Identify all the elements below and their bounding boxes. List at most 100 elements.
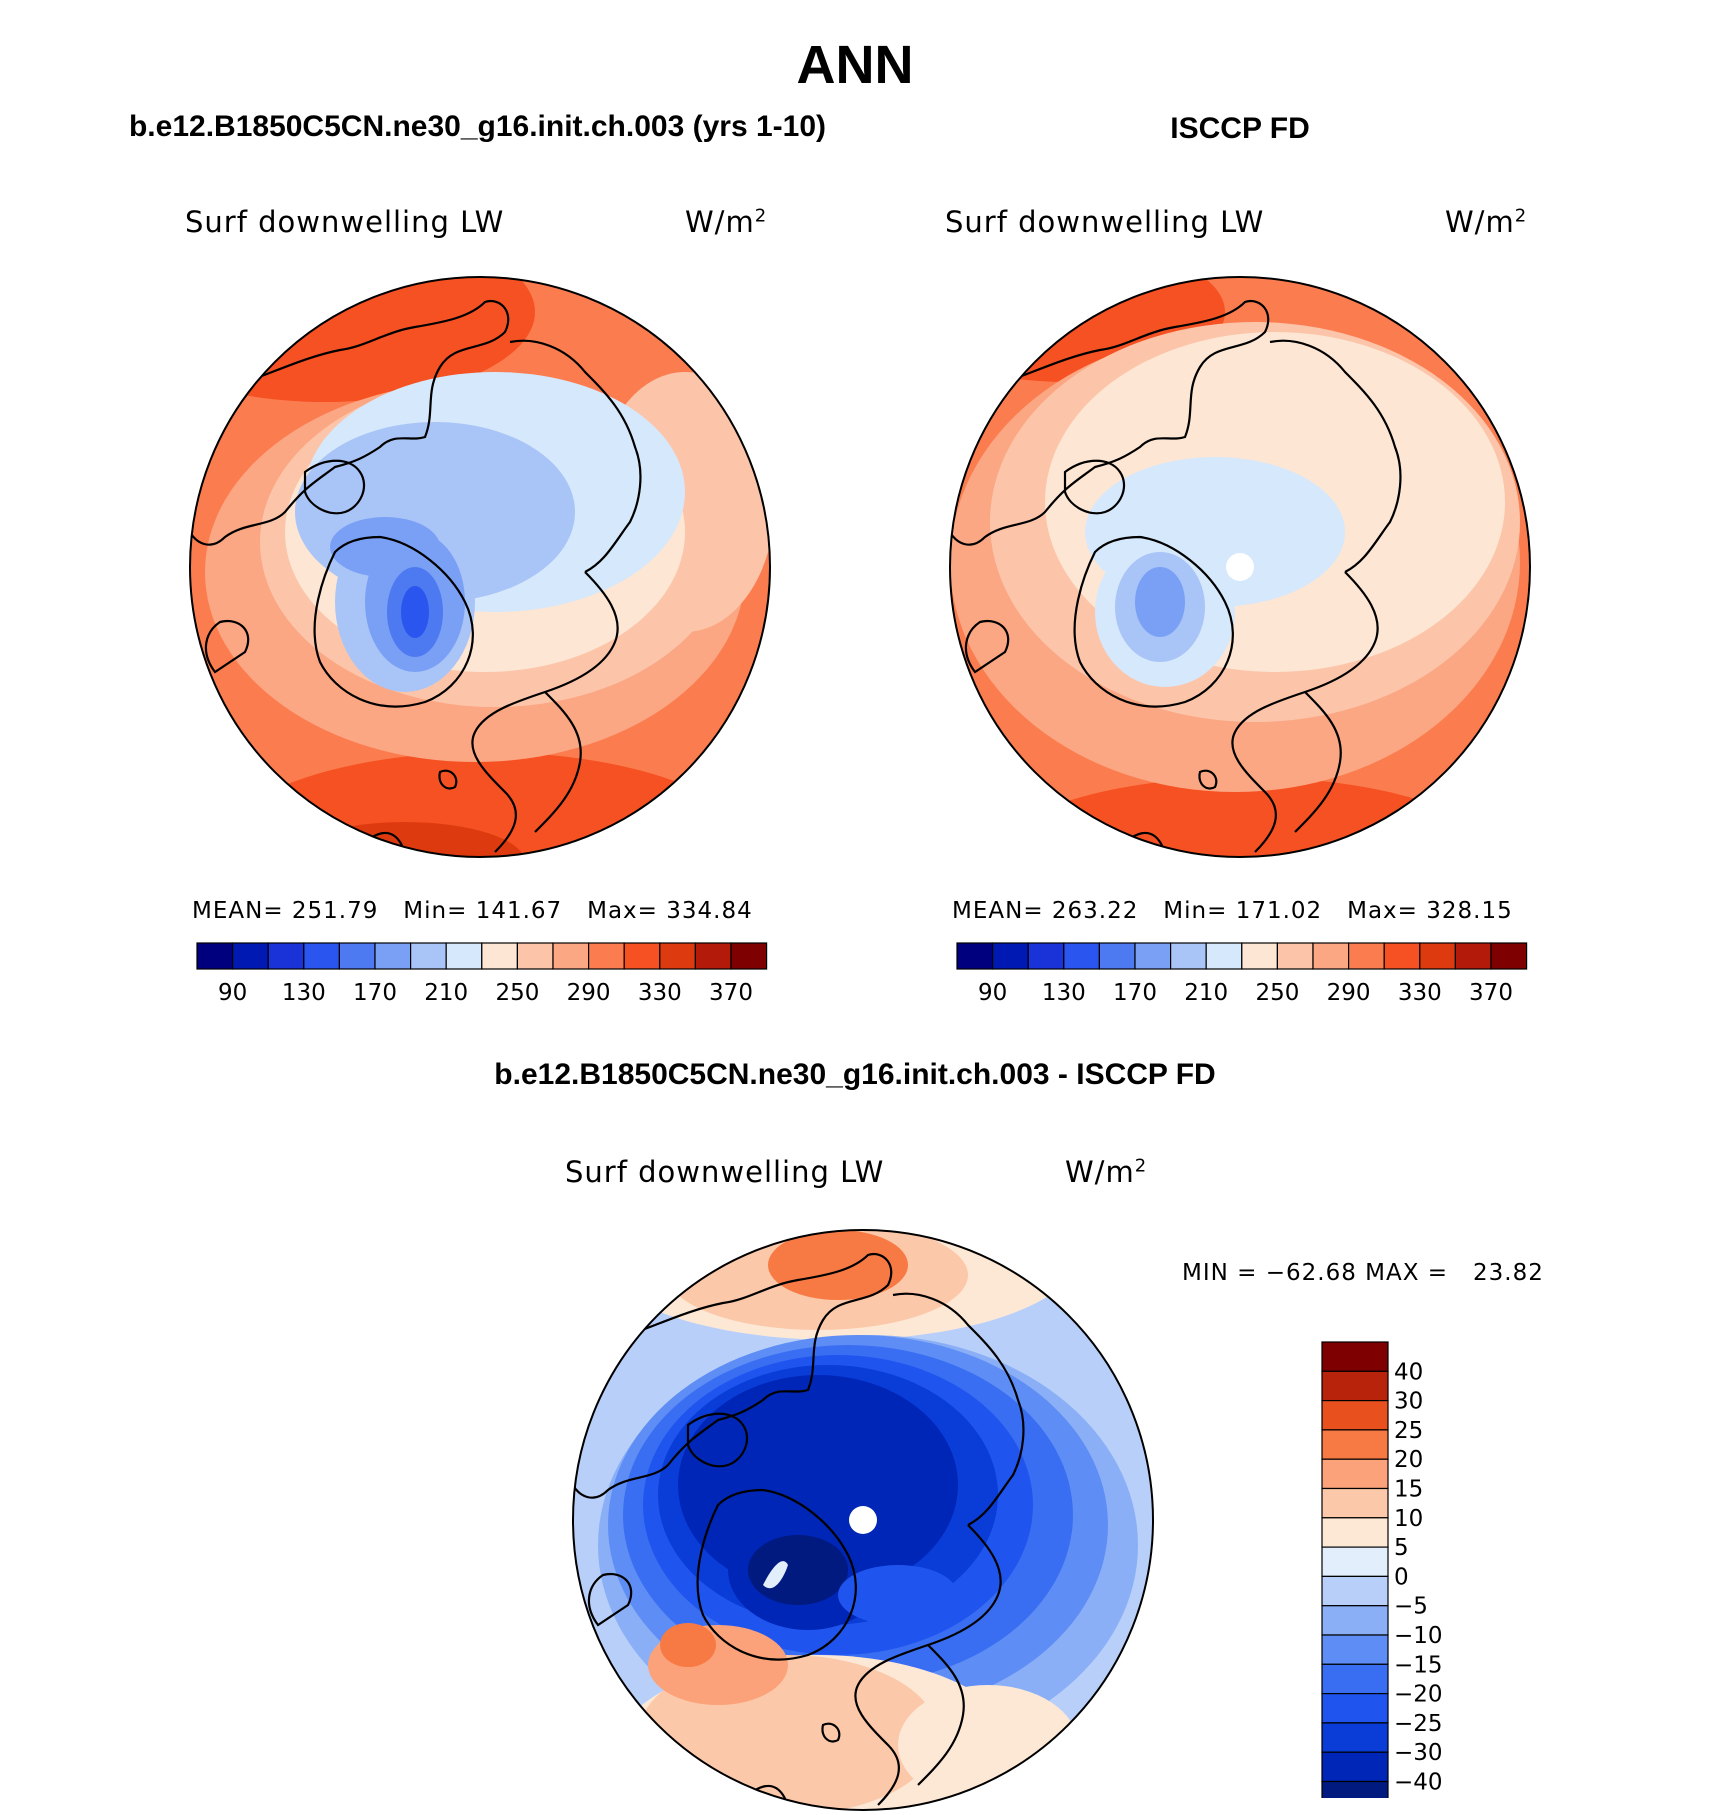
colorbar-2-label: 210 bbox=[1184, 980, 1228, 1006]
colorbar-3-box bbox=[1321, 1487, 1389, 1519]
colorbar-2-box bbox=[1170, 942, 1207, 970]
colorbar-1-boxes bbox=[196, 942, 768, 970]
panel-2-stats: MEAN= 263.22 Min= 171.02 Max= 328.15 bbox=[952, 898, 1513, 924]
colorbar-1-label: 250 bbox=[495, 980, 539, 1006]
colorbar-2-box bbox=[1205, 942, 1243, 970]
colorbar-2-label: 250 bbox=[1255, 980, 1299, 1006]
colorbar-3-label: 25 bbox=[1394, 1418, 1423, 1444]
colorbar-2-box bbox=[1490, 942, 1528, 970]
panel-3-units: W/m2 bbox=[1065, 1155, 1148, 1189]
colorbar-3-label: −5 bbox=[1394, 1594, 1428, 1620]
colorbar-3-box bbox=[1321, 1517, 1389, 1548]
colorbar-1-box bbox=[231, 942, 269, 970]
map-2-field bbox=[950, 277, 1530, 857]
colorbar-1-label: 210 bbox=[424, 980, 468, 1006]
colorbar-3-label: −15 bbox=[1394, 1652, 1443, 1678]
colorbar-1-box bbox=[730, 942, 768, 970]
colorbar-2-box bbox=[1312, 942, 1350, 970]
colorbar-3-box bbox=[1321, 1370, 1389, 1402]
colorbar-1-box bbox=[374, 942, 412, 970]
colorbar-3-label: 15 bbox=[1394, 1477, 1423, 1503]
colorbar-1-box bbox=[516, 942, 554, 970]
map-panel-3 bbox=[572, 1229, 1154, 1811]
colorbar-2-label: 370 bbox=[1469, 980, 1513, 1006]
colorbar-3-box bbox=[1321, 1634, 1389, 1665]
colorbar-1-box bbox=[694, 942, 732, 970]
colorbar-3-box bbox=[1321, 1399, 1389, 1431]
colorbar-2-box bbox=[1098, 942, 1136, 970]
map-3-coastlines bbox=[573, 1252, 1025, 1810]
figure-title: ANN bbox=[796, 35, 914, 95]
colorbar-3-boxes bbox=[1321, 1341, 1389, 1798]
colorbar-3-label: −10 bbox=[1394, 1623, 1443, 1649]
colorbar-3-label: 5 bbox=[1394, 1535, 1409, 1561]
colorbar-1-box bbox=[552, 942, 590, 970]
colorbar-2-label: 330 bbox=[1398, 980, 1442, 1006]
map-2-coastlines bbox=[950, 299, 1402, 857]
colorbar-1-box bbox=[267, 942, 305, 970]
panel-1-stats: MEAN= 251.79 Min= 141.67 Max= 334.84 bbox=[192, 898, 753, 924]
colorbar-3-label: 10 bbox=[1394, 1506, 1423, 1532]
colorbar-3-box bbox=[1321, 1663, 1389, 1695]
panel-2-units: W/m2 bbox=[1445, 205, 1528, 239]
colorbar-1-box bbox=[481, 942, 518, 970]
colorbar-2-box bbox=[991, 942, 1029, 970]
colorbar-panel-1: 90 130 170 210 250 290 330 370 bbox=[196, 942, 768, 1006]
panel-3-variable: Surf downwelling LW bbox=[565, 1155, 885, 1189]
colorbar-3-label: −25 bbox=[1394, 1711, 1443, 1737]
map-panel-2 bbox=[949, 276, 1531, 858]
colorbar-1-box bbox=[410, 942, 447, 970]
colorbar-2-box bbox=[1134, 942, 1172, 970]
colorbar-3-label: 40 bbox=[1394, 1359, 1423, 1385]
colorbar-1-box bbox=[659, 942, 696, 970]
colorbar-1-box bbox=[338, 942, 376, 970]
colorbar-3-box bbox=[1321, 1780, 1389, 1798]
colorbar-1-labels: 90 130 170 210 250 290 330 370 bbox=[218, 980, 753, 1006]
colorbar-2-label: 290 bbox=[1327, 980, 1371, 1006]
colorbar-1-label: 170 bbox=[353, 980, 397, 1006]
colorbar-3-box bbox=[1321, 1605, 1389, 1636]
colorbar-2-box bbox=[1027, 942, 1065, 970]
colorbar-3-label: 0 bbox=[1394, 1564, 1409, 1590]
panel-3-heading: b.e12.B1850C5CN.ne30_g16.init.ch.003 - I… bbox=[494, 1058, 1216, 1091]
colorbar-2-box bbox=[1383, 942, 1421, 970]
colorbar-3-box bbox=[1321, 1546, 1389, 1578]
colorbar-panel-2: 90 130 170 210 250 290 330 370 bbox=[956, 942, 1528, 1006]
colorbar-3-box bbox=[1321, 1722, 1389, 1753]
colorbar-1-label: 330 bbox=[638, 980, 682, 1006]
colorbar-3-box bbox=[1321, 1458, 1389, 1490]
colorbar-2-box bbox=[956, 942, 994, 970]
colorbar-1-box bbox=[303, 942, 341, 970]
colorbar-panel-3: 40 30 25 20 15 10 5 0 −5 −10 −15 −20 −25 −30 −40 bbox=[1321, 1341, 1443, 1798]
colorbar-2-box bbox=[1419, 942, 1456, 970]
colorbar-2-labels: 90 130 170 210 250 290 330 370 bbox=[978, 980, 1513, 1006]
colorbar-2-boxes bbox=[956, 942, 1528, 970]
colorbar-3-box bbox=[1321, 1429, 1389, 1460]
colorbar-1-box bbox=[588, 942, 625, 970]
colorbar-3-box bbox=[1321, 1751, 1389, 1783]
colorbar-1-label: 370 bbox=[709, 980, 753, 1006]
panel-1-heading: b.e12.B1850C5CN.ne30_g16.init.ch.003 (yr… bbox=[128, 110, 827, 143]
colorbar-1-box bbox=[623, 942, 661, 970]
colorbar-2-label: 130 bbox=[1042, 980, 1086, 1006]
panel-3-stats: MIN = −62.68 MAX = 23.82 bbox=[1182, 1260, 1544, 1286]
colorbar-3-label: 30 bbox=[1394, 1389, 1423, 1415]
colorbar-3-label: −40 bbox=[1394, 1770, 1443, 1796]
colorbar-2-box bbox=[1454, 942, 1492, 970]
colorbar-2-box bbox=[1063, 942, 1101, 970]
colorbar-1-label: 90 bbox=[218, 980, 247, 1006]
panel-1-variable: Surf downwelling LW bbox=[185, 205, 505, 239]
panel-2-variable: Surf downwelling LW bbox=[945, 205, 1265, 239]
colorbar-2-box bbox=[1241, 942, 1278, 970]
colorbar-3-label: −20 bbox=[1394, 1682, 1443, 1708]
panel-2-heading: ISCCP FD bbox=[1170, 112, 1310, 145]
colorbar-1-box bbox=[445, 942, 483, 970]
colorbar-3-box bbox=[1321, 1575, 1389, 1607]
colorbar-1-label: 290 bbox=[567, 980, 611, 1006]
colorbar-3-box bbox=[1321, 1693, 1389, 1724]
colorbar-3-label: 20 bbox=[1394, 1447, 1423, 1473]
colorbar-3-labels: 40 30 25 20 15 10 5 0 −5 −10 −15 −20 −25 −30 −40 bbox=[1394, 1359, 1443, 1795]
colorbar-2-box bbox=[1348, 942, 1385, 970]
map-3-field bbox=[573, 1230, 1153, 1810]
map-1-field bbox=[190, 277, 770, 857]
